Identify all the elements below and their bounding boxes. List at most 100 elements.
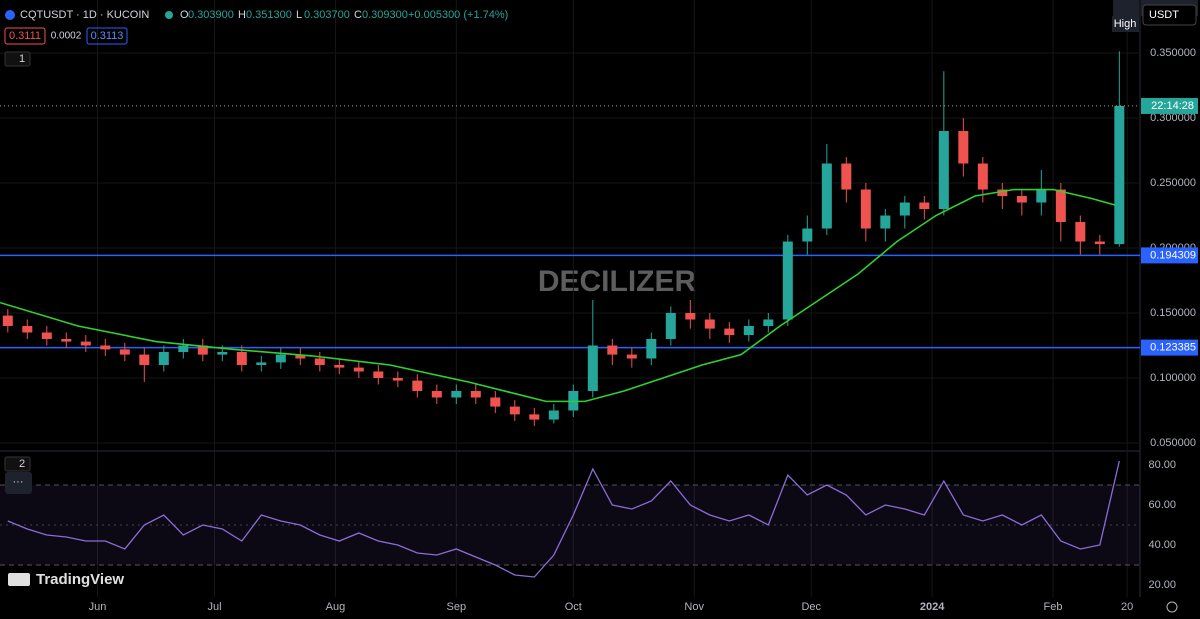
x-tick-label: Jul <box>207 601 221 613</box>
high-tag-box <box>1112 16 1139 32</box>
level-label: 0.123385 <box>1150 341 1196 353</box>
x-tick-label: Dec <box>801 601 821 613</box>
candle-body <box>334 364 345 368</box>
countdown: 22:14:28 <box>1151 100 1194 112</box>
ask: 0.3113 <box>91 30 124 42</box>
spread: 0.0002 <box>51 31 82 42</box>
pane1-label: 1 <box>19 53 25 65</box>
candle-body <box>1114 105 1125 245</box>
candle-body <box>353 367 364 372</box>
x-tick-label: Feb <box>1044 601 1063 613</box>
brand-logo <box>8 573 30 586</box>
candle-body <box>158 351 169 365</box>
x-tick-label: Nov <box>684 601 704 613</box>
low-tag-box <box>1113 0 1139 16</box>
candle-body <box>880 215 891 229</box>
more-button[interactable] <box>5 472 32 494</box>
ask-box[interactable] <box>86 27 128 45</box>
candle-body <box>782 241 793 320</box>
settings-button[interactable] <box>1166 601 1178 613</box>
rsi-tick-label: 20.00 <box>1148 579 1176 591</box>
candle-body <box>958 131 969 164</box>
y-tick-label: 0.100000 <box>1150 372 1196 384</box>
candle-body <box>587 345 598 391</box>
bid: 0.3111 <box>9 30 41 42</box>
candle-body <box>626 354 637 359</box>
candle-body <box>22 325 33 333</box>
currency-button[interactable] <box>1142 4 1197 26</box>
candle-body <box>802 228 813 242</box>
x-tick-label: 20 <box>1121 601 1133 613</box>
candle-body <box>41 332 52 339</box>
y-tick-label: 0.250000 <box>1150 177 1196 189</box>
candle-body <box>938 131 949 210</box>
symbol-icon <box>5 10 15 20</box>
candle-body <box>236 351 247 365</box>
ohlc-value: 0.303900 <box>188 9 234 21</box>
rsi-tick-label: 80.00 <box>1148 459 1176 471</box>
ohlc-key: O <box>180 9 189 21</box>
rsi-tick-label: 40.00 <box>1148 539 1176 551</box>
candle-body <box>763 319 774 326</box>
x-tick-label: Aug <box>326 601 346 613</box>
x-tick-label: Sep <box>447 601 467 613</box>
ohlc-value: 0.309300 <box>362 9 408 21</box>
candle-body <box>295 354 306 359</box>
candle-body <box>1055 189 1066 223</box>
moving-average <box>0 188 1116 403</box>
high-tag: High <box>1114 18 1137 30</box>
level-label-box <box>1141 247 1198 264</box>
candle-body <box>61 338 72 342</box>
candle-body <box>100 345 111 350</box>
candle-body <box>919 202 930 210</box>
rsi-line <box>7 460 1120 578</box>
candle-body <box>860 189 871 229</box>
y-tick-label: 0.150000 <box>1150 307 1196 319</box>
candle-body <box>178 345 189 352</box>
candle-body <box>724 328 735 336</box>
candle-body <box>1094 241 1105 245</box>
candle-body <box>275 354 286 363</box>
candle-body <box>1036 189 1047 203</box>
candle-body <box>529 414 540 420</box>
y-tick-label: 0.350000 <box>1150 47 1196 59</box>
countdown-box <box>1141 97 1198 114</box>
change: +0.005300 (+1.74%) <box>408 9 508 21</box>
ohlc-key: H <box>238 9 246 21</box>
pane2-label: 2 <box>19 458 25 470</box>
ohlc-value: 0.303700 <box>304 9 350 21</box>
candle-body <box>431 390 442 398</box>
level-label-box <box>1141 339 1198 356</box>
candle-body <box>217 351 228 355</box>
candle-body <box>490 397 501 407</box>
candle-body <box>1016 196 1027 203</box>
candle-body <box>470 390 481 398</box>
bid-box[interactable] <box>4 27 46 45</box>
ohlc-value: 0.351300 <box>246 9 292 21</box>
candle-body <box>685 312 696 320</box>
candle-body <box>821 163 832 229</box>
candle-body <box>1075 222 1086 242</box>
candle-body <box>607 345 618 355</box>
candle-body <box>451 390 462 398</box>
pane1-toggle[interactable] <box>4 51 31 67</box>
x-tick-label: Jun <box>89 601 107 613</box>
more-label: ··· <box>13 476 24 488</box>
brand: TradingView <box>36 571 124 588</box>
candle-body <box>548 410 559 420</box>
candle-body <box>665 312 676 339</box>
candle-body <box>256 362 267 365</box>
symbol: CQTUSDT · 1D · KUCOIN <box>20 9 149 21</box>
candle-body <box>899 202 910 216</box>
candle-body <box>704 319 715 329</box>
candle-body <box>373 371 384 378</box>
x-tick-label: Oct <box>565 601 582 613</box>
ohlc-key: L <box>296 9 302 21</box>
candle-body <box>977 163 988 190</box>
pane2-toggle[interactable] <box>4 456 31 472</box>
watermark: DECILIZER <box>538 265 697 298</box>
candle-body <box>314 358 325 365</box>
rsi-tick-label: 60.00 <box>1148 499 1176 511</box>
candle-body <box>80 341 91 346</box>
